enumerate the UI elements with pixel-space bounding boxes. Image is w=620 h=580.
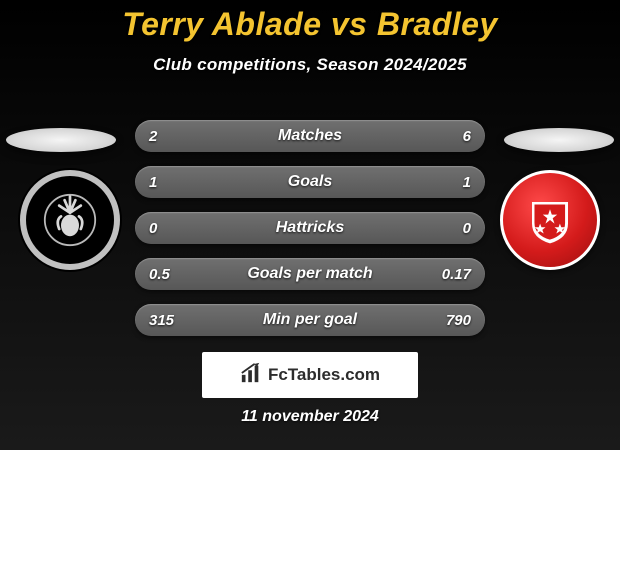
- stat-left-value: 0.5: [149, 266, 170, 283]
- stat-left-value: 0: [149, 220, 157, 237]
- stat-row: 0 Hattricks 0: [135, 212, 485, 244]
- page-title: Terry Ablade vs Bradley: [0, 0, 620, 43]
- stat-right-value: 1: [463, 174, 471, 191]
- comparison-panel: Terry Ablade vs Bradley Club competition…: [0, 0, 620, 450]
- stat-left-value: 2: [149, 128, 157, 145]
- left-club-badge: [20, 170, 120, 270]
- brand-link[interactable]: FcTables.com: [202, 352, 418, 398]
- left-player-platform: [6, 128, 116, 152]
- star-shield-icon: [523, 193, 577, 247]
- stat-row: 315 Min per goal 790: [135, 304, 485, 336]
- stat-left-value: 1: [149, 174, 157, 191]
- stat-label: Goals per match: [135, 265, 485, 283]
- right-player-platform: [504, 128, 614, 152]
- stat-label: Min per goal: [135, 311, 485, 329]
- brand-text: FcTables.com: [268, 365, 380, 385]
- stat-right-value: 790: [446, 312, 471, 329]
- page-subtitle: Club competitions, Season 2024/2025: [0, 55, 620, 75]
- thistle-icon: [43, 193, 97, 247]
- stats-list: 2 Matches 6 1 Goals 1 0 Hattricks 0 0.5 …: [135, 120, 485, 350]
- stat-label: Matches: [135, 127, 485, 145]
- stat-left-value: 315: [149, 312, 174, 329]
- stat-right-value: 0: [463, 220, 471, 237]
- stat-row: 1 Goals 1: [135, 166, 485, 198]
- stat-label: Goals: [135, 173, 485, 191]
- stat-row: 2 Matches 6: [135, 120, 485, 152]
- stat-right-value: 0.17: [442, 266, 471, 283]
- stat-label: Hattricks: [135, 219, 485, 237]
- stat-right-value: 6: [463, 128, 471, 145]
- chart-icon: [240, 362, 262, 389]
- right-club-badge: [500, 170, 600, 270]
- stat-row: 0.5 Goals per match 0.17: [135, 258, 485, 290]
- date-label: 11 november 2024: [0, 408, 620, 426]
